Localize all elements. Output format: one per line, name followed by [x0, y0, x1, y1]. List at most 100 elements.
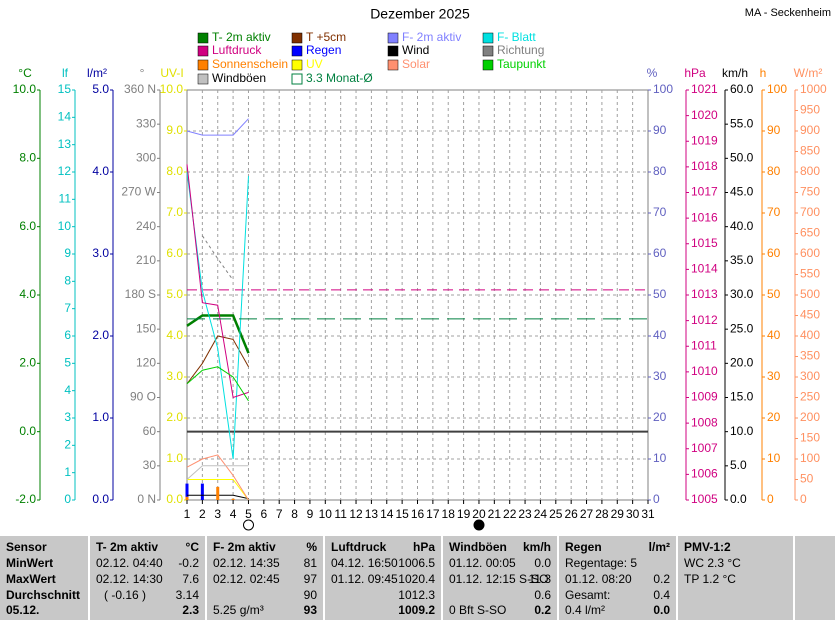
table-cell [0, 536, 88, 620]
y-tick-label: 900 [800, 123, 820, 137]
table-cell [207, 536, 323, 620]
legend-swatch [291, 45, 303, 57]
y-tick-label: 600 [800, 246, 820, 260]
x-tick-label: 7 [276, 507, 283, 521]
y-tick-label: 7.0 [166, 205, 183, 219]
table-cell-value: 97 [304, 572, 318, 586]
table-cell-value: 0.2 [534, 603, 551, 617]
y-tick-label: 80 [653, 164, 667, 178]
y-tick-label: 100 [767, 82, 787, 96]
station-name: MA - Seckenheim [745, 7, 831, 19]
axis-unit: lf [62, 66, 69, 80]
y-tick-label: 50 [800, 472, 814, 486]
table-cell-value: 0.2 [653, 572, 670, 586]
table-cell-text: 01.12. 09:45 [331, 572, 398, 586]
y-tick-label: 700 [800, 205, 820, 219]
axis-unit: % [647, 66, 658, 80]
table-row-label: MaxWert [6, 572, 56, 586]
table-header: Sensor [6, 540, 47, 554]
x-tick-label: 25 [549, 507, 563, 521]
y-tick-label: 8.0 [19, 151, 36, 165]
y-tick-label: 90 [653, 123, 667, 137]
y-tick-label: 4.0 [19, 287, 36, 301]
y-tick-label: 6.0 [19, 219, 36, 233]
table-cell-value: 0.6 [534, 588, 551, 602]
y-tick-label: 300 [136, 151, 156, 165]
axis-unit: W/m² [794, 66, 823, 80]
y-tick-label: 1016 [691, 210, 718, 224]
y-tick-label: 10 [58, 219, 72, 233]
y-tick-label: 0.0 [92, 492, 109, 506]
table-cell-value: 0.0 [653, 603, 670, 617]
table-header: Windböen [449, 540, 507, 554]
y-tick-label: 1009 [691, 390, 718, 404]
legend-label: UV [306, 57, 323, 71]
table-cell [559, 536, 676, 620]
legend-label: Solar [402, 57, 430, 71]
table-cell-text: 04.12. 16:50 [331, 556, 398, 570]
y-tick-label: 60 [143, 424, 157, 438]
y-tick-label: 550 [800, 267, 820, 281]
y-tick-label: 1007 [691, 441, 718, 455]
table-cell-text: 01.12. 08:20 [565, 572, 632, 586]
legend-swatch [387, 59, 399, 71]
y-tick-label: 1012 [691, 313, 718, 327]
y-tick-label: 8 [64, 274, 71, 288]
y-tick-label: 1013 [691, 287, 718, 301]
table-cell-text: ( -0.16 ) [104, 588, 146, 602]
table-row-label: Durchschnitt [6, 588, 80, 602]
x-tick-label: 3 [214, 507, 221, 521]
bar [185, 483, 189, 500]
legend-swatch [197, 59, 209, 71]
series-line [186, 454, 249, 501]
legend-label: Luftdruck [212, 43, 262, 57]
y-tick-label: 180 S [125, 287, 156, 301]
table-cell-text: Gesamt: [565, 588, 610, 602]
table-cell-value: 0.0 [534, 556, 551, 570]
y-tick-label: 10.0 [730, 424, 754, 438]
y-tick-label: 9 [64, 246, 71, 260]
y-tick-label: 1005 [691, 492, 718, 506]
series-line [186, 366, 249, 402]
y-tick-label: 360 N [124, 82, 156, 96]
y-tick-label: 2.0 [166, 410, 183, 424]
y-tick-label: 50 [767, 287, 781, 301]
y-tick-label: 5.0 [166, 287, 183, 301]
axis-unit: hPa [684, 66, 706, 80]
y-tick-label: 0 N [137, 492, 156, 506]
table-header: Luftdruck [331, 540, 387, 554]
table-row-label: MinWert [6, 556, 53, 570]
y-tick-label: 60 [767, 246, 781, 260]
table-cell-value: 1020.4 [398, 572, 435, 586]
table-cell [678, 536, 793, 620]
x-tick-label: 26 [564, 507, 578, 521]
y-tick-label: 90 O [130, 390, 156, 404]
y-tick-label: 11 [59, 192, 72, 206]
legend-label: Taupunkt [497, 57, 546, 71]
bar [185, 496, 189, 500]
y-tick-label: 10 [653, 451, 667, 465]
x-tick-label: 23 [518, 507, 532, 521]
table-cell-text: 01.12. 00:05 [449, 556, 516, 570]
legend-swatch [291, 59, 303, 71]
table-cell-value: 0.4 [653, 588, 670, 602]
axis-unit: °C [18, 66, 32, 80]
y-tick-label: 40 [653, 328, 667, 342]
moon-icon [243, 519, 254, 531]
y-tick-label: 350 [800, 349, 820, 363]
y-tick-label: 2.0 [19, 356, 36, 370]
y-tick-label: 1.0 [166, 451, 183, 465]
legend-swatch [482, 59, 494, 71]
y-tick-label: 450 [800, 308, 820, 322]
y-tick-label: 650 [800, 226, 820, 240]
y-tick-label: 150 [800, 431, 820, 445]
y-tick-label: 330 [136, 116, 156, 130]
table-cell-value: 7.6 [182, 572, 199, 586]
table-cell [90, 536, 205, 620]
x-tick-label: 6 [260, 507, 267, 521]
y-tick-label: 200 [800, 410, 820, 424]
legend-swatch [387, 32, 399, 44]
y-tick-label: 1014 [691, 262, 718, 276]
x-tick-label: 16 [411, 507, 425, 521]
table-cell [325, 536, 441, 620]
